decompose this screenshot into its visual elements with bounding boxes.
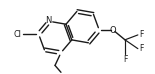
Text: F: F	[139, 44, 143, 53]
Text: Cl: Cl	[14, 30, 22, 39]
Text: F: F	[139, 30, 143, 39]
Text: N: N	[45, 16, 52, 25]
Text: F: F	[123, 55, 127, 64]
Text: O: O	[110, 26, 116, 34]
